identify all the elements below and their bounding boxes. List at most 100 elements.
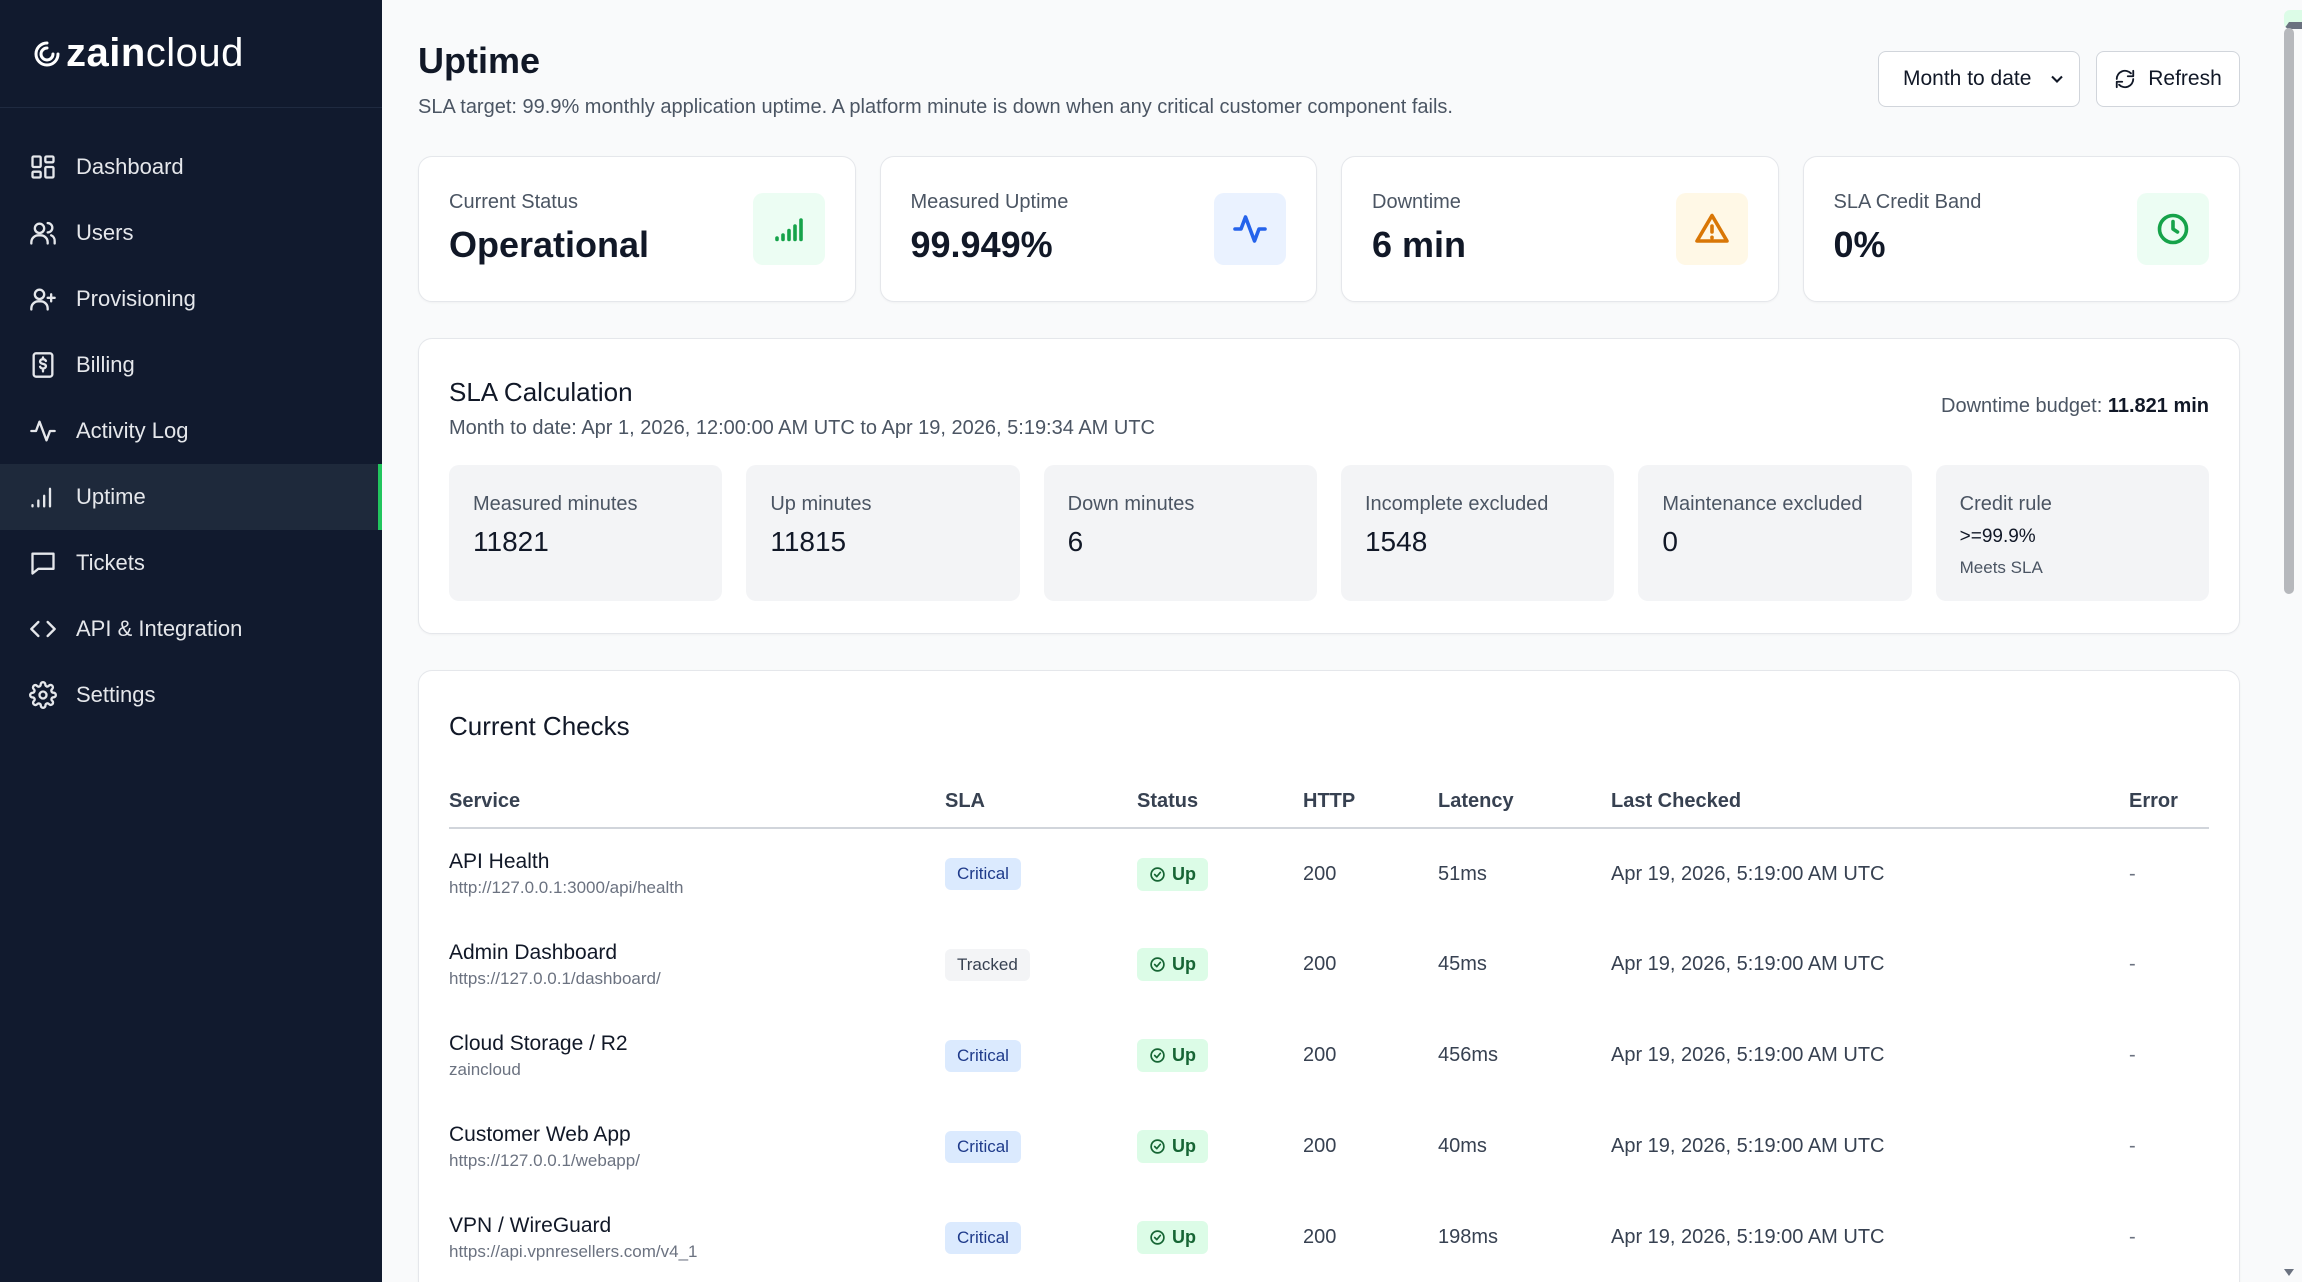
code-icon	[28, 614, 58, 644]
metric-value: 0	[1662, 526, 1678, 557]
page-subtitle: SLA target: 99.9% monthly application up…	[418, 96, 1453, 118]
sidebar-item-label: Users	[76, 220, 134, 245]
service-url: zaincloud	[449, 1059, 521, 1079]
sidebar-item-label: Activity Log	[76, 418, 189, 443]
stat-value: 99.949%	[910, 224, 1053, 265]
current-checks-card: Current Checks Service SLA Status HTTP L…	[418, 670, 2240, 1282]
activity-icon	[28, 416, 58, 446]
brand-name-light: cloud	[145, 31, 244, 75]
sidebar-item-provisioning[interactable]: Provisioning	[0, 266, 382, 332]
scroll-up-arrow-icon[interactable]	[2284, 10, 2302, 29]
column-header-status: Status	[1137, 776, 1303, 829]
service-url: http://127.0.0.1:3000/api/health	[449, 878, 684, 897]
status-badge: Up	[1137, 857, 1208, 891]
downtime-budget-label: Downtime budget:	[1941, 395, 2103, 417]
cell-http: 200	[1303, 953, 1337, 975]
cell-latency: 198ms	[1438, 1226, 1499, 1248]
sidebar-item-tickets[interactable]: Tickets	[0, 530, 382, 596]
cell-last-checked: Apr 19, 2026, 5:19:00 AM UTC	[1611, 1044, 1885, 1066]
refresh-button[interactable]: Refresh	[2096, 51, 2240, 107]
dashboard-icon	[28, 152, 58, 182]
check-circle-icon	[1150, 1230, 1165, 1245]
cell-error: -	[2129, 1226, 2136, 1248]
cell-latency: 51ms	[1438, 862, 1487, 885]
status-text: Up	[1172, 1136, 1196, 1156]
scroll-down-arrow-icon[interactable]	[2284, 1269, 2294, 1276]
metric-value: >=99.9%	[1959, 526, 2036, 547]
cell-service: Customer Web App https://127.0.0.1/webapp…	[449, 1101, 945, 1192]
downtime-budget-value: 11.821 min	[2107, 395, 2209, 417]
metric-label: Credit rule	[1959, 493, 2052, 515]
sidebar-item-api-integration[interactable]: API & Integration	[0, 596, 382, 662]
cell-status: Up	[1137, 919, 1303, 1010]
cell-service: VPN / WireGuard https://api.vpnresellers.…	[449, 1192, 945, 1282]
metric-credit-rule: Credit rule >=99.9% Meets SLA	[1935, 465, 2209, 601]
metric-maintenance-excluded: Maintenance excluded 0	[1638, 465, 1912, 601]
billing-icon	[28, 350, 58, 380]
column-header-error: Error	[2129, 776, 2209, 829]
status-badge: Up	[1137, 1130, 1208, 1163]
cell-sla: Critical	[945, 1101, 1137, 1192]
sla-period: Month to date: Apr 1, 2026, 12:00:00 AM …	[449, 417, 1155, 439]
table-row: Customer Web App https://127.0.0.1/webapp…	[449, 1101, 2209, 1192]
stat-value: 6 min	[1372, 224, 1467, 265]
cell-sla: Critical	[945, 1192, 1137, 1282]
sidebar-item-users[interactable]: Users	[0, 200, 382, 266]
table-header-row: Service SLA Status HTTP Latency Last Che…	[449, 776, 2209, 829]
checks-title: Current Checks	[449, 711, 630, 741]
check-circle-icon	[1150, 1139, 1165, 1154]
service-name: Admin Dashboard	[449, 940, 618, 964]
sidebar-item-label: Settings	[76, 682, 156, 707]
check-circle-icon	[1150, 1048, 1165, 1063]
gear-icon	[28, 680, 58, 710]
logo-swirl-icon	[34, 41, 60, 66]
cell-sla: Tracked	[945, 919, 1137, 1010]
refresh-icon	[2116, 69, 2135, 89]
status-badge: Up	[1137, 1221, 1208, 1254]
cell-http: 200	[1303, 862, 1337, 885]
scrollbar-thumb[interactable]	[2284, 28, 2294, 594]
message-icon	[28, 548, 58, 578]
sidebar-item-billing[interactable]: Billing	[0, 332, 382, 398]
cell-service: API Health http://127.0.0.1:3000/api/heal…	[449, 828, 945, 919]
sidebar-item-dashboard[interactable]: Dashboard	[0, 134, 382, 200]
brand-name-bold: zain	[66, 31, 146, 75]
service-name: VPN / WireGuard	[449, 1213, 612, 1237]
cell-latency: 456ms	[1438, 1044, 1499, 1066]
cell-last-checked: Apr 19, 2026, 5:19:00 AM UTC	[1611, 1135, 1885, 1157]
cell-sla: Critical	[945, 828, 1137, 919]
table-row: Admin Dashboard https://127.0.0.1/dashboa…	[449, 919, 2209, 1010]
stat-card-downtime: Downtime 6 min	[1341, 156, 1779, 302]
sidebar-item-activity-log[interactable]: Activity Log	[0, 398, 382, 464]
refresh-button-label: Refresh	[2148, 67, 2222, 90]
users-icon	[28, 218, 58, 248]
status-text: Up	[1172, 954, 1196, 974]
status-badge: Up	[1137, 948, 1208, 981]
metric-measured-minutes: Measured minutes 11821	[449, 465, 723, 601]
metric-label: Down minutes	[1067, 493, 1195, 515]
brand-logo[interactable]: zain cloud	[0, 0, 382, 108]
check-circle-icon	[1150, 866, 1165, 882]
cell-http: 200	[1303, 1135, 1337, 1157]
sidebar-item-uptime[interactable]: Uptime	[0, 464, 382, 530]
cell-http: 200	[1303, 1044, 1337, 1066]
main-content: Uptime SLA target: 99.9% monthly applica…	[382, 0, 2276, 1282]
cell-latency: 40ms	[1438, 1135, 1487, 1157]
sidebar-item-label: API & Integration	[76, 616, 243, 641]
table-row: VPN / WireGuard https://api.vpnresellers.…	[449, 1192, 2209, 1282]
period-select[interactable]: Month to date	[1878, 51, 2080, 107]
page-scrollbar[interactable]	[2276, 0, 2302, 1282]
stat-cards: Current Status Operational Measured Upti…	[418, 156, 2240, 302]
service-url: https://api.vpnresellers.com/v4_1	[449, 1241, 698, 1261]
service-name: Cloud Storage / R2	[449, 1031, 628, 1055]
downtime-budget: Downtime budget: 11.821 min	[1941, 395, 2209, 418]
metric-down-minutes: Down minutes 6	[1043, 465, 1317, 601]
chevron-down-icon	[2051, 75, 2063, 83]
sidebar-item-settings[interactable]: Settings	[0, 662, 382, 728]
metric-value: 1548	[1364, 526, 1428, 557]
sla-badge: Critical	[945, 1039, 1021, 1072]
status-text: Up	[1172, 1045, 1196, 1065]
stat-card-measured-uptime: Measured Uptime 99.949%	[879, 156, 1317, 302]
metric-label: Measured minutes	[473, 493, 638, 515]
stat-label: Current Status	[449, 191, 578, 213]
